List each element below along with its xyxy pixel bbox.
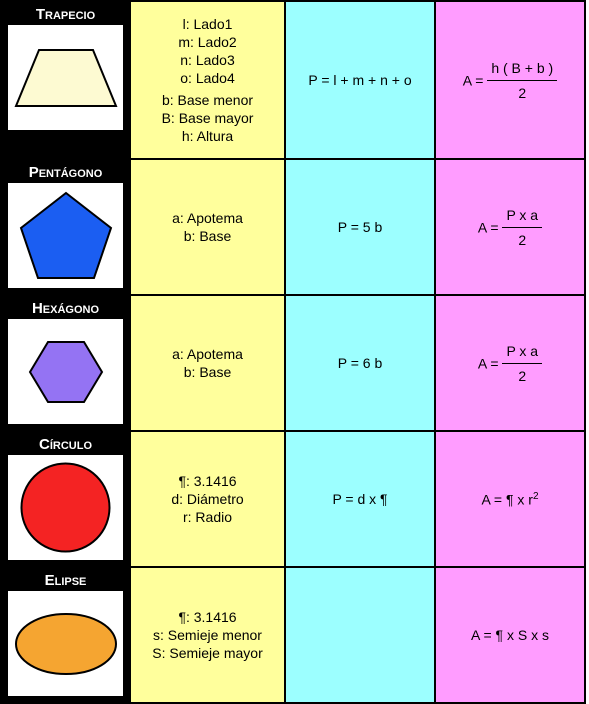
variables-cell-circulo: ¶: 3.1416 d: Diámetro r: Radio [130,431,285,567]
shape-illustration-pentagono [8,183,123,288]
variable-line: n: Lado3 [139,52,276,68]
perimeter-formula: P = l + m + n + o [294,72,426,88]
variable-block: ¶: 3.1416 s: Semieje menor S: Semieje mayo… [139,609,276,661]
area-cell-trapecio: A = h ( B + b )2 [435,1,585,159]
area-formula: A = ¶ x r2 [444,491,576,508]
variable-line: b: Base menor [139,92,276,108]
variable-line: r: Radio [139,509,276,525]
variable-line: o: Lado4 [139,70,276,86]
shape-illustration-trapecio [8,25,123,130]
variable-block: l: Lado1 m: Lado2 n: Lado3 o: Lado4 [139,16,276,86]
perimeter-formula: P = 6 b [294,355,426,371]
shape-illustration-circulo [8,455,123,560]
variable-line: m: Lado2 [139,34,276,50]
shape-title: Elipse [2,568,129,591]
variable-line: S: Semieje mayor [139,645,276,661]
variable-line: d: Diámetro [139,491,276,507]
perimeter-cell-pentagono: P = 5 b [285,159,435,295]
area-formula: A = ¶ x S x s [444,627,576,643]
area-cell-circulo: A = ¶ x r2 [435,431,585,567]
shape-illustration-elipse [8,591,123,696]
shape-title: Hexágono [2,296,129,319]
row-trapecio: Trapecio l: Lado1 m: Lado2 n: Lado3 o: Lado… [1,1,585,159]
perimeter-formula: P = d x ¶ [294,491,426,507]
area-cell-elipse: A = ¶ x S x s [435,567,585,703]
variable-block: a: Apotema b: Base [139,346,276,380]
shape-cell-trapecio: Trapecio [1,1,130,159]
shape-cell-hexagono: Hexágono [1,295,130,431]
variable-line: b: Base [139,364,276,380]
perimeter-cell-trapecio: P = l + m + n + o [285,1,435,159]
variable-block: a: Apotema b: Base [139,210,276,244]
variables-cell-trapecio: l: Lado1 m: Lado2 n: Lado3 o: Lado4 b: Base … [130,1,285,159]
shape-cell-elipse: Elipse [1,567,130,703]
area-cell-pentagono: A = P x a2 [435,159,585,295]
variable-line: ¶: 3.1416 [139,609,276,625]
shape-title: Pentágono [2,160,129,183]
variables-cell-hexagono: a: Apotema b: Base [130,295,285,431]
variable-line: B: Base mayor [139,110,276,126]
row-pentagono: Pentágono a: Apotema b: Base P = 5 b A = P … [1,159,585,295]
shape-cell-pentagono: Pentágono [1,159,130,295]
perimeter-cell-circulo: P = d x ¶ [285,431,435,567]
shape-illustration-hexagono [8,319,123,424]
row-circulo: Círculo ¶: 3.1416 d: Diámetro r: Radio P = … [1,431,585,567]
area-formula: A = P x a2 [444,343,576,384]
variable-line: a: Apotema [139,346,276,362]
variable-line: s: Semieje menor [139,627,276,643]
variable-line: ¶: 3.1416 [139,473,276,489]
variables-cell-elipse: ¶: 3.1416 s: Semieje menor S: Semieje mayo… [130,567,285,703]
geometry-table: Trapecio l: Lado1 m: Lado2 n: Lado3 o: Lado… [0,0,586,704]
variable-block: ¶: 3.1416 d: Diámetro r: Radio [139,473,276,525]
variable-line: l: Lado1 [139,16,276,32]
variables-cell-pentagono: a: Apotema b: Base [130,159,285,295]
variable-block: b: Base menor B: Base mayor h: Altura [139,92,276,144]
perimeter-cell-elipse [285,567,435,703]
area-cell-hexagono: A = P x a2 [435,295,585,431]
variable-line: h: Altura [139,128,276,144]
variable-line: b: Base [139,228,276,244]
perimeter-formula: P = 5 b [294,219,426,235]
perimeter-cell-hexagono: P = 6 b [285,295,435,431]
area-formula: A = P x a2 [444,207,576,248]
area-formula: A = h ( B + b )2 [444,60,576,101]
row-hexagono: Hexágono a: Apotema b: Base P = 6 b A = P x… [1,295,585,431]
variable-line: a: Apotema [139,210,276,226]
row-elipse: Elipse ¶: 3.1416 s: Semieje menor S: Semie… [1,567,585,703]
shape-title: Trapecio [2,2,129,25]
shape-cell-circulo: Círculo [1,431,130,567]
shape-title: Círculo [2,432,129,455]
